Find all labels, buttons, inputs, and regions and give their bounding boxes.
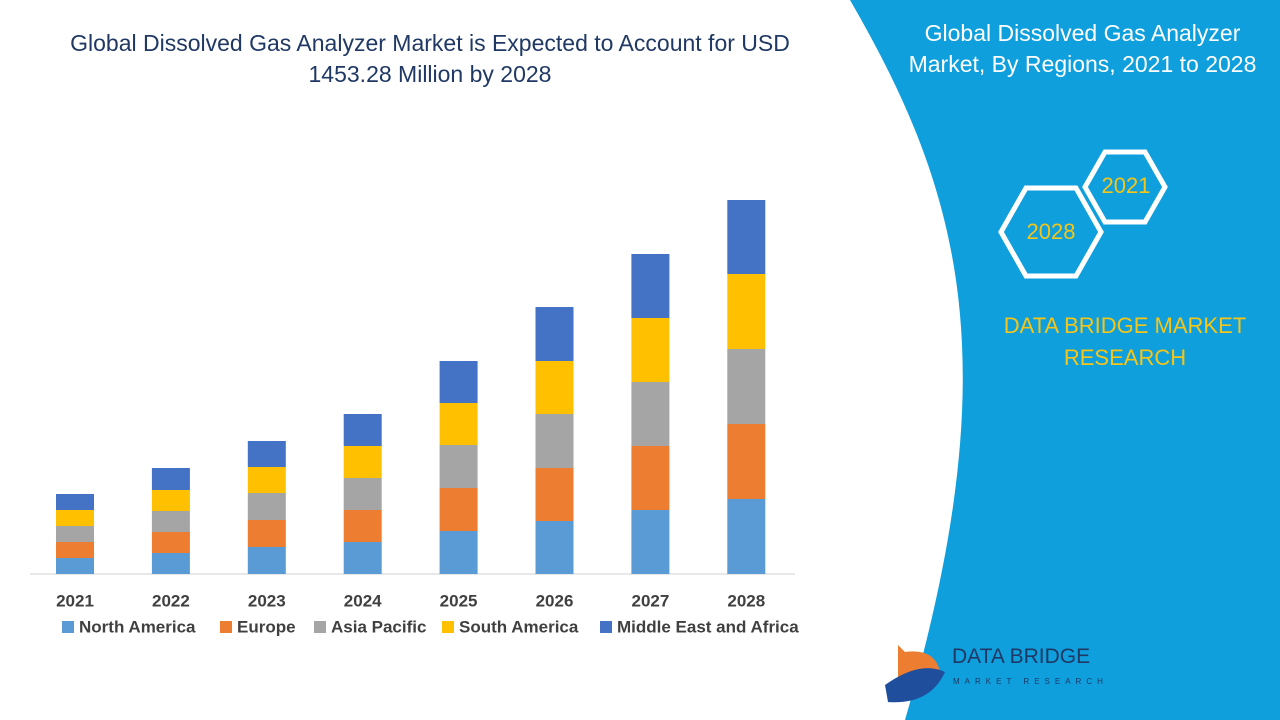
bar-segment bbox=[56, 542, 94, 558]
chart-title: Global Dissolved Gas Analyzer Market is … bbox=[70, 30, 790, 87]
logo-tagline: MARKET RESEARCH bbox=[953, 677, 1108, 686]
bar-segment bbox=[727, 274, 766, 349]
legend-label: South America bbox=[459, 617, 579, 636]
legend-label: North America bbox=[79, 617, 196, 636]
bar-segment bbox=[151, 511, 190, 532]
bar-segment bbox=[56, 510, 94, 526]
bar-segment bbox=[151, 553, 190, 574]
bar-segment bbox=[727, 499, 766, 574]
bar-segment bbox=[151, 468, 190, 490]
bar-segment bbox=[631, 510, 670, 574]
legend-label: Asia Pacific bbox=[331, 617, 426, 636]
bar-segment bbox=[343, 478, 382, 510]
hexagon-label: 2028 bbox=[1027, 219, 1076, 244]
legend-swatch bbox=[314, 621, 326, 633]
bar-segment bbox=[439, 445, 478, 488]
bar-segment bbox=[727, 424, 766, 499]
bar-segment bbox=[343, 414, 382, 446]
legend-swatch bbox=[442, 621, 454, 633]
bar-segment bbox=[439, 531, 478, 574]
legend-swatch bbox=[600, 621, 612, 633]
x-tick-label: 2028 bbox=[727, 591, 765, 610]
bar-segment bbox=[56, 558, 94, 574]
logo-mark bbox=[885, 668, 945, 703]
x-tick-label: 2024 bbox=[344, 591, 382, 610]
bar-segment bbox=[535, 468, 574, 521]
bar-segment bbox=[631, 446, 670, 510]
bar-segment bbox=[439, 488, 478, 531]
bar-segment bbox=[247, 441, 286, 467]
bar-segment bbox=[631, 254, 670, 318]
bar-segment bbox=[439, 403, 478, 445]
x-tick-label: 2022 bbox=[152, 591, 190, 610]
logo-name: DATA BRIDGE bbox=[952, 645, 1090, 668]
bar-segment bbox=[727, 200, 766, 274]
bar-segment bbox=[631, 382, 670, 446]
bar-segment bbox=[151, 490, 190, 511]
side-panel bbox=[850, 0, 1280, 720]
bar-segment bbox=[535, 361, 574, 414]
hexagon bbox=[998, 185, 1104, 279]
legend-swatch bbox=[62, 621, 74, 633]
bar-segment bbox=[247, 547, 286, 574]
bar-segment bbox=[727, 349, 766, 424]
x-tick-label: 2027 bbox=[631, 591, 669, 610]
bar-segment bbox=[343, 446, 382, 478]
x-tick-label: 2023 bbox=[248, 591, 286, 610]
bar-segment bbox=[439, 361, 478, 403]
bar-segment bbox=[535, 414, 574, 468]
brand: DATA BRIDGE MARKET RESEARCH bbox=[1003, 313, 1247, 370]
x-tick-label: 2021 bbox=[56, 591, 94, 610]
panel-title: Global Dissolved Gas Analyzer Market, By… bbox=[908, 20, 1257, 77]
bar-segment bbox=[631, 318, 670, 382]
hexagon bbox=[1082, 149, 1168, 225]
bar-segment bbox=[56, 526, 94, 542]
legend-label: Middle East and Africa bbox=[617, 617, 799, 636]
bar-segment bbox=[343, 542, 382, 574]
bar-segment bbox=[56, 494, 94, 510]
x-tick-label: 2025 bbox=[440, 591, 478, 610]
bar-segment bbox=[247, 493, 286, 520]
hexagon-label: 2021 bbox=[1102, 173, 1151, 198]
bar-segment bbox=[535, 307, 574, 361]
bar-segment bbox=[151, 532, 190, 553]
bar-segment bbox=[247, 467, 286, 493]
legend-swatch bbox=[220, 621, 232, 633]
bar-segment bbox=[247, 520, 286, 547]
x-tick-label: 2026 bbox=[536, 591, 574, 610]
bar-segment bbox=[343, 510, 382, 542]
bar-segment bbox=[535, 521, 574, 574]
legend-label: Europe bbox=[237, 617, 296, 636]
